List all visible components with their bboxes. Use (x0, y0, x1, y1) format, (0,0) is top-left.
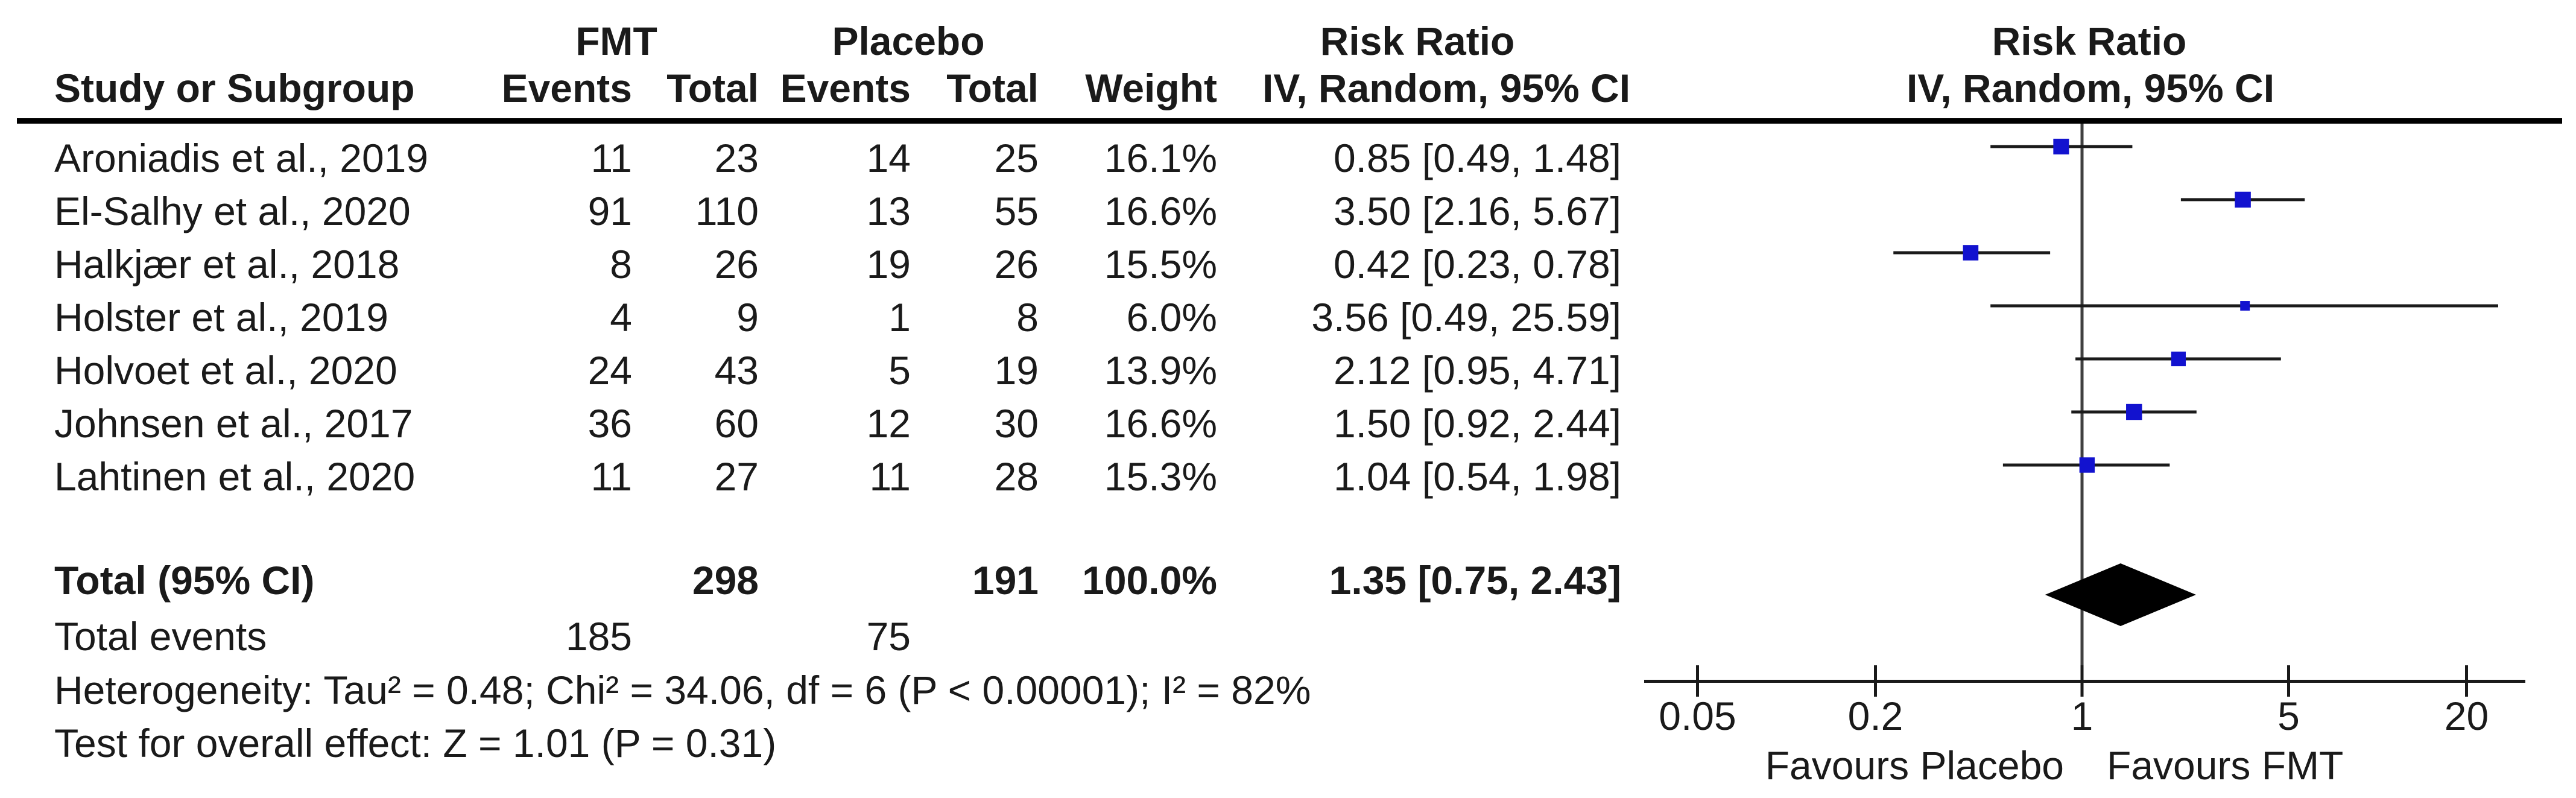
effect-marker (2053, 138, 2069, 155)
fmt-events-cell: 11 (590, 454, 632, 499)
study-name: Holster et al., 2019 (54, 295, 388, 340)
no-effect-line (2080, 124, 2084, 682)
total-row-fmt-total: 298 (692, 558, 759, 603)
placebo-total-cell: 26 (994, 242, 1039, 287)
axis-tick (2465, 665, 2469, 697)
axis-tick (2080, 665, 2084, 697)
study-name: Lahtinen et al., 2020 (54, 454, 416, 499)
heterogeneity-text: Heterogeneity: Tau² = 0.48; Chi² = 34.06… (54, 668, 1311, 712)
ci-text-cell: 3.56 [0.49, 25.59] (1311, 295, 1621, 340)
ci-text-cell: 1.04 [0.54, 1.98] (1333, 454, 1621, 499)
placebo-total-cell: 28 (994, 454, 1039, 499)
effect-marker (2079, 457, 2095, 473)
fmt-total-cell: 23 (714, 136, 759, 180)
weight-cell: 16.6% (1104, 401, 1217, 446)
study-name: Holvoet et al., 2020 (54, 348, 397, 393)
ci-text-cell: 0.42 [0.23, 0.78] (1333, 242, 1621, 287)
overall-effect-text: Test for overall effect: Z = 1.01 (P = 0… (54, 721, 777, 765)
placebo-events-cell: 12 (866, 401, 911, 446)
placebo-total-cell: 55 (994, 189, 1039, 233)
group-header-risk-ratio-table: Risk Ratio (1320, 19, 1515, 63)
group-header-fmt: FMT (575, 19, 657, 63)
fmt-events-cell: 8 (610, 242, 632, 287)
placebo-events-cell: 5 (888, 348, 911, 393)
fmt-events-cell: 4 (610, 295, 632, 340)
ci-text-cell: 3.50 [2.16, 5.67] (1333, 189, 1621, 233)
placebo-events-cell: 19 (866, 242, 911, 287)
ci-text-cell: 0.85 [0.49, 1.48] (1333, 136, 1621, 180)
study-name: Halkjær et al., 2018 (54, 242, 400, 287)
favours-left-label: Favours Placebo (1765, 743, 2064, 788)
placebo-total-cell: 30 (994, 401, 1039, 446)
total-row-label: Total (95% CI) (54, 558, 315, 603)
total-row-weight: 100.0% (1082, 558, 1217, 603)
favours-right-label: Favours FMT (2107, 743, 2344, 788)
col-header-ci-plot: IV, Random, 95% CI (1906, 66, 2275, 110)
axis-tick (2286, 665, 2290, 697)
header-rule (17, 118, 2562, 124)
fmt-events-cell: 11 (590, 136, 632, 180)
axis-tick-label: 20 (2444, 694, 2489, 738)
fmt-events-cell: 36 (587, 401, 632, 446)
effect-marker (1963, 245, 1979, 261)
col-header-placebo-events: Events (780, 66, 911, 110)
total-events-fmt-value: 185 (565, 614, 632, 659)
axis-tick (1874, 665, 1878, 697)
fmt-total-cell: 9 (736, 295, 759, 340)
study-name: Aroniadis et al., 2019 (54, 136, 429, 180)
axis-tick-label: 0.05 (1659, 694, 1736, 738)
fmt-events-cell: 24 (587, 348, 632, 393)
col-header-ci-table: IV, Random, 95% CI (1262, 66, 1631, 110)
axis-tick (1695, 665, 1699, 697)
ci-text-cell: 1.50 [0.92, 2.44] (1333, 401, 1621, 446)
ci-text-cell: 2.12 [0.95, 4.71] (1333, 348, 1621, 393)
col-header-study: Study or Subgroup (54, 66, 415, 110)
study-name: Johnsen et al., 2017 (54, 401, 413, 446)
col-header-placebo-total: Total (946, 66, 1039, 110)
effect-marker (2235, 191, 2251, 208)
axis-tick-label: 0.2 (1847, 694, 1904, 738)
total-events-placebo-value: 75 (866, 614, 911, 659)
group-header-placebo: Placebo (832, 19, 985, 63)
summary-diamond (2045, 563, 2196, 626)
placebo-events-cell: 1 (888, 295, 911, 340)
placebo-total-cell: 25 (994, 136, 1039, 180)
axis-tick-label: 5 (2277, 694, 2300, 738)
weight-cell: 16.6% (1104, 189, 1217, 233)
fmt-total-cell: 26 (714, 242, 759, 287)
placebo-events-cell: 14 (866, 136, 911, 180)
placebo-total-cell: 19 (994, 348, 1039, 393)
total-row-ci-text: 1.35 [0.75, 2.43] (1329, 558, 1621, 603)
weight-cell: 13.9% (1104, 348, 1217, 393)
col-header-weight: Weight (1085, 66, 1217, 110)
axis-tick-label: 1 (2071, 694, 2093, 738)
study-name: El-Salhy et al., 2020 (54, 189, 411, 233)
fmt-total-cell: 110 (695, 189, 759, 233)
placebo-total-cell: 8 (1016, 295, 1039, 340)
effect-marker (2126, 404, 2142, 420)
fmt-events-cell: 91 (587, 189, 632, 233)
weight-cell: 6.0% (1126, 295, 1217, 340)
weight-cell: 15.5% (1104, 242, 1217, 287)
weight-cell: 15.3% (1104, 454, 1217, 499)
col-header-fmt-total: Total (666, 66, 759, 110)
fmt-total-cell: 27 (714, 454, 759, 499)
fmt-total-cell: 60 (714, 401, 759, 446)
x-axis (1644, 680, 2525, 683)
placebo-events-cell: 11 (869, 454, 911, 499)
total-events-label: Total events (54, 614, 267, 659)
weight-cell: 16.1% (1104, 136, 1217, 180)
col-header-fmt-events: Events (501, 66, 632, 110)
group-header-risk-ratio-plot: Risk Ratio (1992, 19, 2187, 63)
effect-marker (2171, 351, 2186, 367)
total-row-placebo-total: 191 (972, 558, 1039, 603)
fmt-total-cell: 43 (714, 348, 759, 393)
placebo-events-cell: 13 (866, 189, 911, 233)
effect-marker (2240, 301, 2250, 311)
